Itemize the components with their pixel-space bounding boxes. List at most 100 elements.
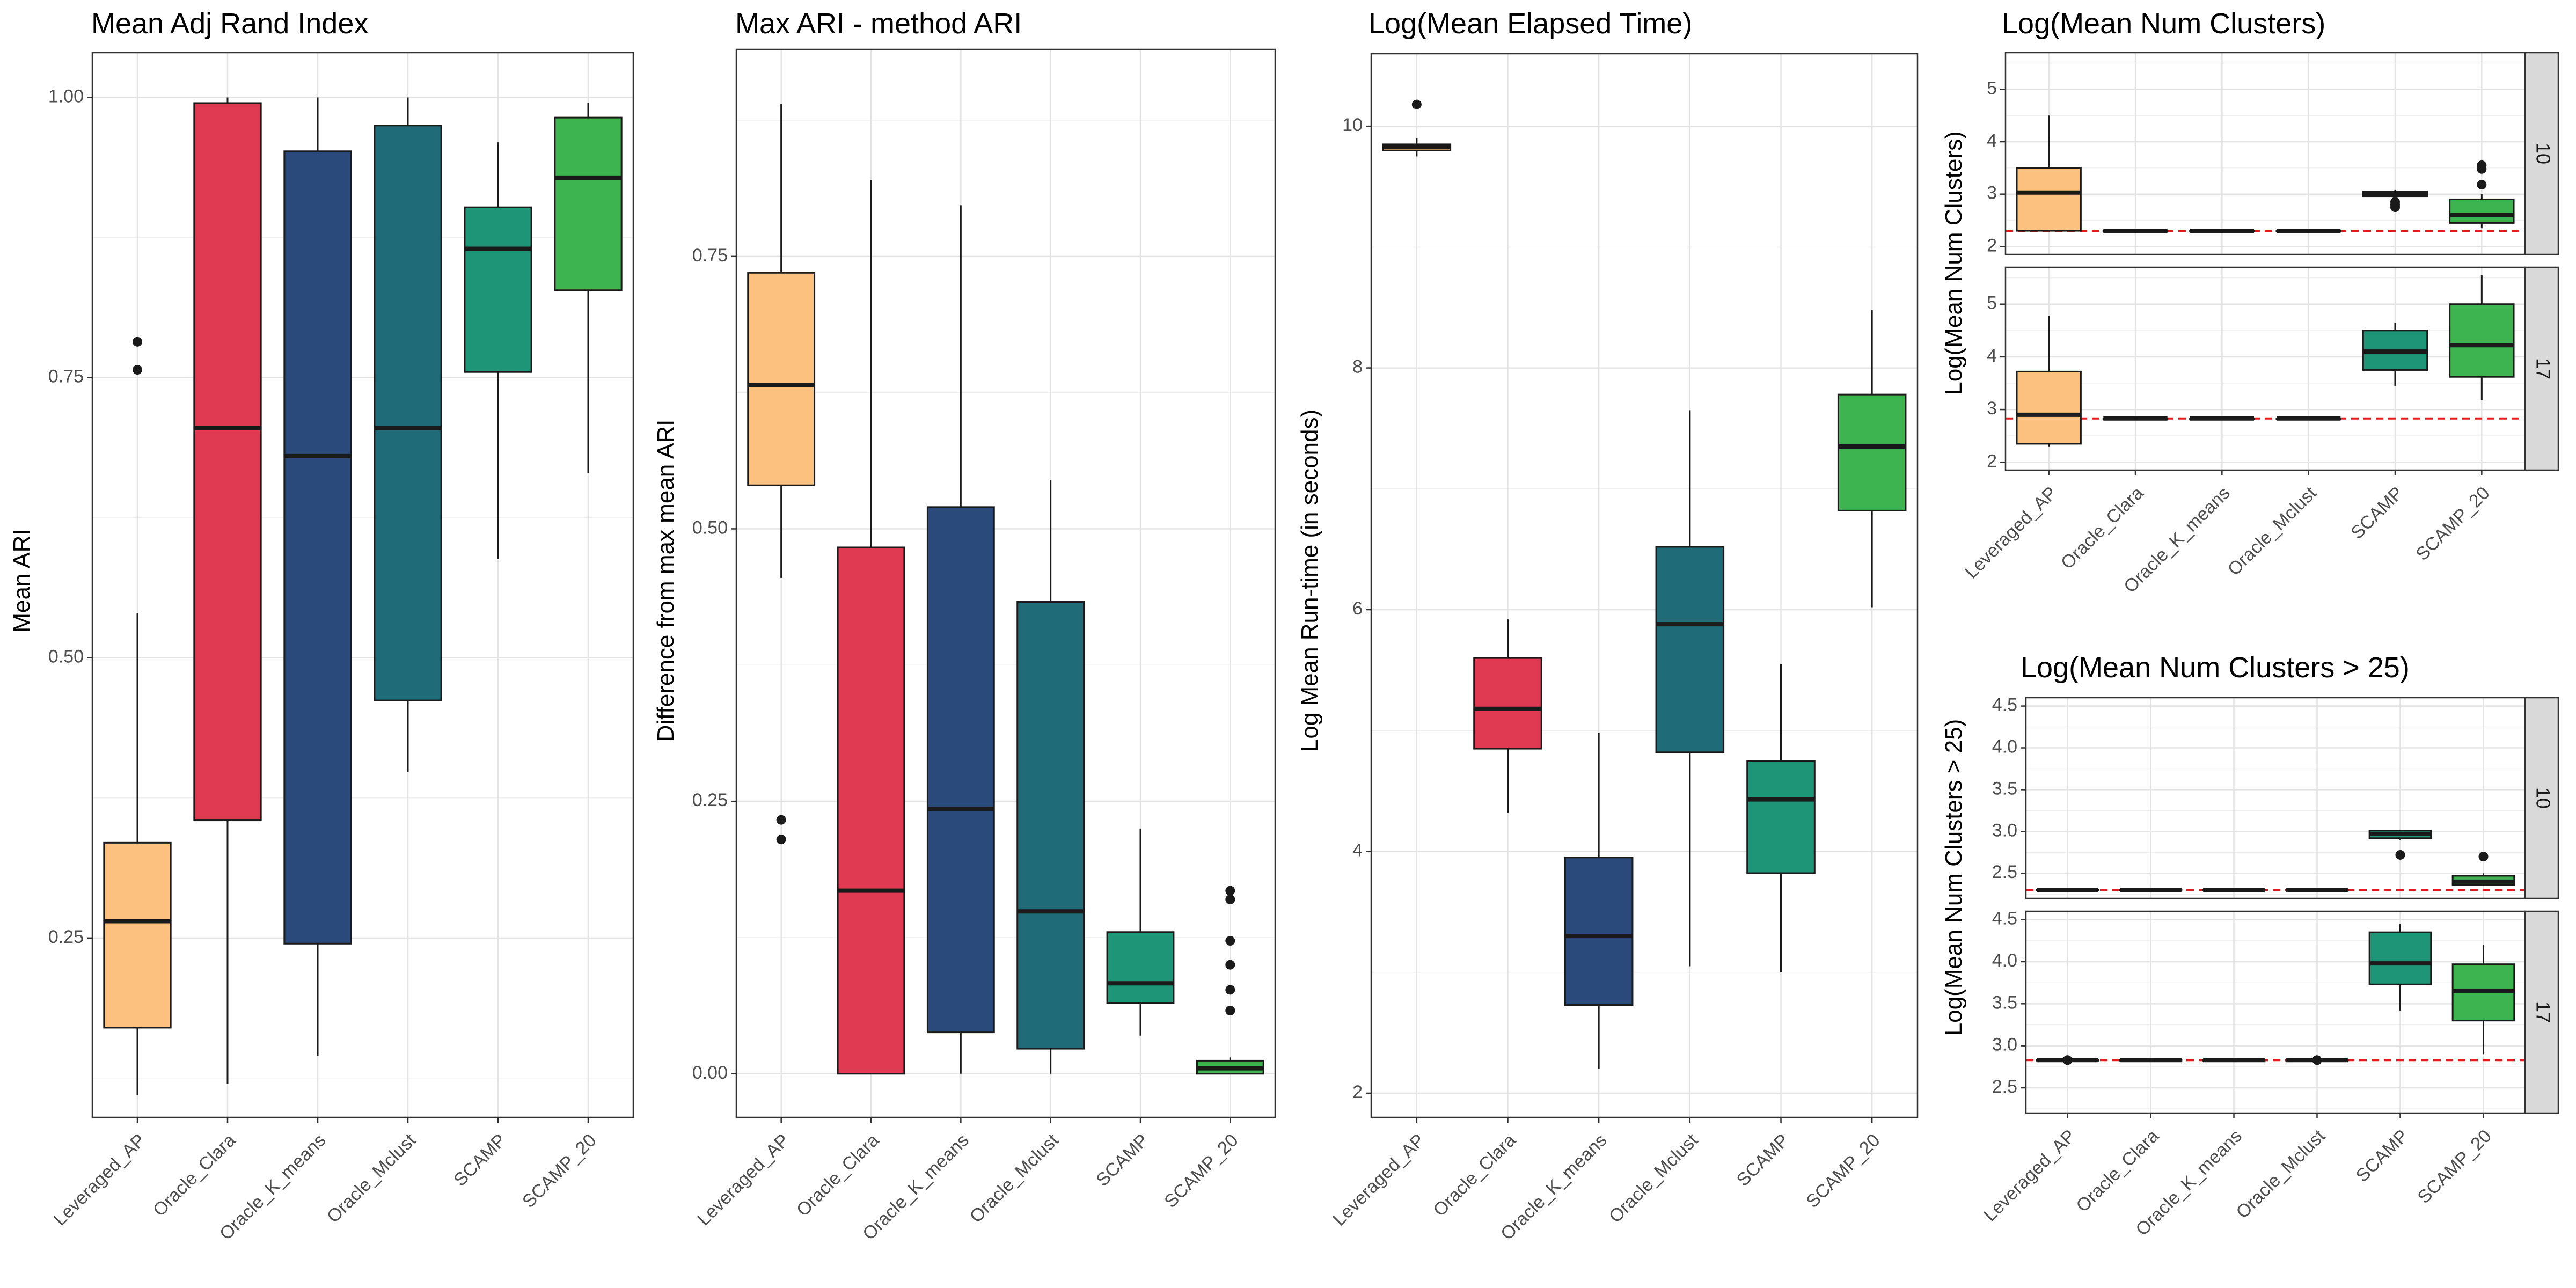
facet-strip-label-clusters-10: 10 (2532, 143, 2554, 164)
panel-title-maxari: Max ARI - method ARI (735, 8, 1022, 40)
ari-panel-border (91, 52, 634, 1118)
time-box-oracle-k-means (1564, 857, 1634, 1006)
clusters-17-y-tick-label: 2 (1987, 451, 1997, 471)
time-panel-background (1371, 54, 1918, 1117)
facet-strip-clusters-10 (2524, 52, 2559, 255)
clusters-10-y-tick-label: 5 (1987, 78, 1997, 98)
time-box-oracle-clara (1473, 657, 1542, 750)
ari-box-leveraged-ap (103, 841, 172, 1029)
clusters-10-outlier-scamp (2390, 197, 2400, 207)
maxari-y-tick-label: 0.25 (692, 790, 728, 810)
ari-box-oracle-clara (193, 102, 262, 822)
ari-panel-background (92, 53, 633, 1117)
time-y-tick-label: 2 (1352, 1082, 1363, 1102)
clusters25-10-y-tick-label: 3.0 (1992, 820, 2017, 840)
clusters-10-outlier-scamp-20 (2477, 180, 2487, 190)
ari-y-tick-label: 1.00 (48, 86, 84, 107)
clusters25-17-y-tick-label: 3.5 (1992, 992, 2017, 1013)
clusters25-10-panel-background (2026, 698, 2525, 898)
maxari-box-scamp (1106, 931, 1175, 1004)
facet-strip-clusters25-10 (2524, 697, 2559, 899)
time-outlier-leveraged-ap (1411, 99, 1422, 109)
clusters-17-panel-background (2006, 267, 2525, 470)
clusters-17-y-tick-label: 3 (1987, 398, 1997, 419)
time-panel-border (1370, 53, 1919, 1118)
panel-title-time: Log(Mean Elapsed Time) (1368, 8, 1692, 40)
clusters25-17-y-tick-label: 4.5 (1992, 909, 2017, 929)
clusters25-10-y-tick-label: 4.5 (1992, 695, 2017, 715)
clusters25-10-y-tick-label: 4.0 (1992, 736, 2017, 757)
y-axis-title-time: Log Mean Run-time (in seconds) (1297, 409, 1323, 752)
maxari-outlier-scamp-20 (1225, 1006, 1235, 1015)
plot-area-clusters25-facet-10: 2.5 3.0 3.5 4.0 4.5 (1992, 695, 2526, 899)
time-box-scamp (1746, 760, 1816, 874)
facet-strip-label-clusters25-17: 17 (2532, 1001, 2554, 1023)
maxari-y-tick-label: 0.75 (692, 245, 728, 266)
y-axis-title-clusters: Log(Mean Num Clusters) (1941, 131, 1967, 395)
plot-area-clusters-facet-10: 2 3 4 5 (1987, 52, 2526, 255)
ari-box-oracle-k-means (283, 150, 352, 945)
maxari-outlier-leveraged-ap (776, 815, 786, 825)
clusters25-17-panel-background (2026, 911, 2525, 1113)
clusters25-17-y-tick-label: 3.0 (1992, 1035, 2017, 1055)
clusters25-10-outlier-scamp (2395, 850, 2405, 860)
y-axis-title-ari: Mean ARI (9, 529, 35, 632)
maxari-outlier-scamp-20 (1225, 894, 1235, 904)
time-y-tick-label: 8 (1352, 357, 1363, 377)
maxari-y-tick-label: 0.00 (692, 1063, 728, 1083)
panel-title-clusters: Log(Mean Num Clusters) (2002, 8, 2325, 40)
ari-box-scamp (464, 206, 532, 373)
panel-title-ari: Mean Adj Rand Index (91, 8, 368, 40)
clusters25-17-y-tick-label: 4.0 (1992, 950, 2017, 971)
facet-strip-label-clusters-17: 17 (2532, 358, 2554, 379)
maxari-panel-border (735, 48, 1276, 1118)
facet-strip-clusters-17 (2524, 266, 2559, 471)
ari-outlier-leveraged-ap (133, 365, 142, 375)
clusters25-10-outlier-scamp-20 (2478, 852, 2489, 862)
clusters25-17-outlier-leveraged-ap (2062, 1055, 2073, 1065)
clusters-17-box-leveraged-ap (2016, 370, 2082, 445)
clusters-10-box-leveraged-ap (2016, 167, 2082, 232)
maxari-outlier-scamp-20 (1225, 960, 1235, 970)
time-y-tick-label: 6 (1352, 598, 1363, 619)
maxari-panel-background (736, 49, 1275, 1117)
clusters25-17-panel-border (2025, 910, 2526, 1114)
y-axis-title-clusters25: Log(Mean Num Clusters > 25) (1941, 719, 1967, 1036)
time-y-tick-label: 10 (1342, 115, 1363, 135)
maxari-outlier-scamp-20 (1225, 885, 1235, 896)
clusters25-10-panel-border (2025, 697, 2526, 899)
clusters-17-y-tick-label: 5 (1987, 293, 1997, 313)
maxari-outlier-scamp-20 (1225, 936, 1235, 946)
clusters-10-panel-border (2004, 52, 2526, 255)
maxari-box-oracle-k-means (926, 506, 995, 1034)
clusters-17-box-scamp-20 (2449, 303, 2515, 378)
clusters-10-box-scamp-20 (2449, 198, 2515, 224)
facet-strip-label-clusters25-10: 10 (2532, 787, 2554, 809)
time-box-oracle-mclust (1655, 546, 1725, 753)
ari-y-tick-label: 0.25 (48, 927, 84, 947)
ari-outlier-leveraged-ap (133, 336, 142, 347)
maxari-outlier-scamp-20 (1225, 985, 1235, 995)
clusters25-10-y-tick-label: 3.5 (1992, 778, 2017, 799)
clusters-10-y-tick-label: 2 (1987, 235, 1997, 255)
plot-area-maxari: 0.000.250.500.75Leveraged_APOracle_Clara… (692, 48, 1276, 1244)
ari-y-tick-label: 0.75 (48, 367, 84, 387)
maxari-box-oracle-mclust (1016, 601, 1085, 1050)
clusters-10-outlier-scamp-20 (2477, 160, 2487, 170)
facet-strip-clusters25-17 (2524, 910, 2559, 1114)
clusters-17-panel-border (2004, 266, 2526, 471)
clusters-17-y-tick-label: 4 (1987, 346, 1997, 366)
maxari-outlier-leveraged-ap (776, 835, 786, 845)
clusters-10-y-tick-label: 3 (1987, 183, 1997, 203)
maxari-box-leveraged-ap (747, 272, 816, 486)
ari-y-tick-label: 0.50 (48, 647, 84, 667)
ari-box-oracle-mclust (374, 125, 442, 701)
maxari-y-tick-label: 0.50 (692, 517, 728, 538)
clusters-10-y-tick-label: 4 (1987, 130, 1997, 151)
clusters-10-panel-background (2006, 53, 2525, 254)
clusters25-10-y-tick-label: 2.5 (1992, 862, 2017, 882)
time-box-scamp-20 (1837, 393, 1907, 511)
